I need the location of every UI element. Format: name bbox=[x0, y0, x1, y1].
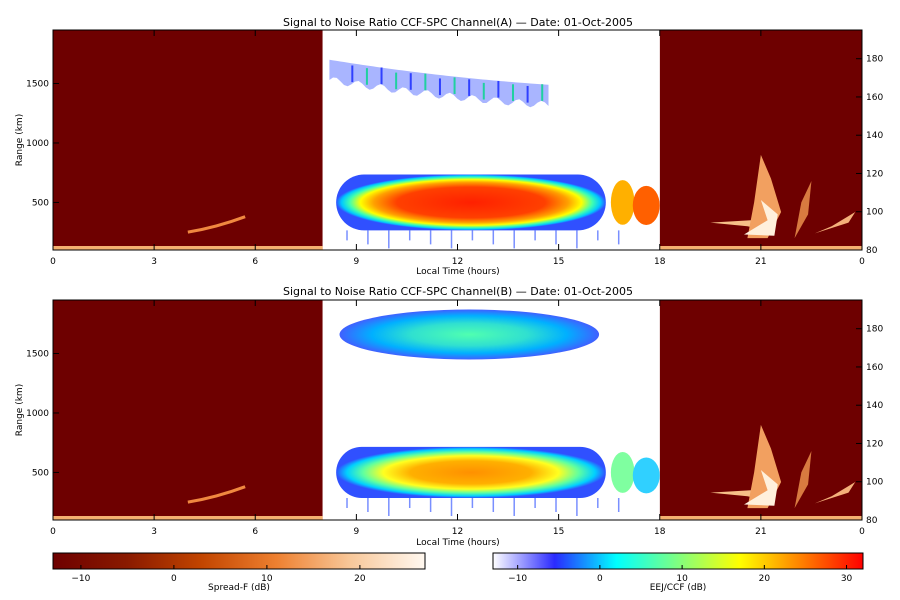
cbar-eej-tick-label: 20 bbox=[759, 574, 771, 584]
panel-b-y2-tick-label: 140 bbox=[866, 401, 883, 411]
panel-a-title: Signal to Noise Ratio CCF-SPC Channel(A)… bbox=[283, 16, 633, 29]
colorbar-eej-ccf-rect bbox=[492, 552, 864, 570]
panel-a-x-ticks: 0 3 6 9 12 15 18 21 0 bbox=[50, 30, 865, 267]
panel-b-x-tick-label: 18 bbox=[654, 527, 666, 537]
panel-a-upper-layer bbox=[329, 59, 549, 108]
panel-a-x-tick-label: 9 bbox=[354, 257, 360, 267]
panel-b-y2-tick-label: 120 bbox=[866, 439, 883, 449]
colorbar-eej-ccf: −10 0 10 20 30 EEJ/CCF (dB) bbox=[492, 552, 864, 593]
panel-b-upper-layer bbox=[339, 309, 600, 360]
panel-b-y-ticks: 500 1000 1500 bbox=[26, 350, 59, 478]
cbar-eej-tick-label: 30 bbox=[841, 574, 853, 584]
cbar-spread-tick-label: 0 bbox=[171, 574, 177, 584]
panel-b-x-tick-label: 0 bbox=[859, 527, 865, 537]
panel-a-y-tick-label: 1500 bbox=[26, 80, 49, 90]
panel-a-x-tick-label: 0 bbox=[50, 257, 56, 267]
panel-a-x-tick-label: 21 bbox=[755, 257, 766, 267]
panel-a-ground-echo-0 bbox=[53, 246, 323, 250]
panel-b-x-ticks: 0 3 6 9 12 15 18 21 0 bbox=[50, 300, 865, 537]
panel-b-x-tick-label: 21 bbox=[755, 527, 766, 537]
panel-a-x-tick-label: 3 bbox=[151, 257, 157, 267]
panel-b-x-axis-label: Local Time (hours) bbox=[416, 538, 499, 548]
panel-b-x-tick-label: 3 bbox=[151, 527, 157, 537]
colorbar-spread-f-rect bbox=[52, 552, 426, 570]
cbar-spread-tick-label: 10 bbox=[261, 574, 273, 584]
colorbar-spread-f-ticks: −10 0 10 20 bbox=[71, 565, 366, 584]
colorbar-eej-ccf-ticks: −10 0 10 20 30 bbox=[508, 565, 853, 584]
panel-a-y-axis-label: Range (km) bbox=[15, 114, 25, 166]
panel-b-axes-frame bbox=[52, 299, 863, 521]
panel-a-spread-f-early bbox=[187, 215, 246, 234]
colorbar-spread-f: −10 0 10 20 Spread-F (dB) bbox=[52, 552, 426, 593]
panel-a-y2-tick-label: 180 bbox=[866, 55, 883, 65]
panel-b-x-tick-label: 6 bbox=[252, 527, 258, 537]
panel-b-y2-ticks: 80 100 120 140 160 180 bbox=[856, 325, 883, 526]
panel-a-y2-tick-label: 160 bbox=[866, 93, 883, 103]
panel-b-y-axis-label: Range (km) bbox=[15, 384, 25, 436]
panel-b-ground-echo-0 bbox=[53, 516, 323, 520]
panel-b-plot-area bbox=[53, 300, 862, 520]
panel-b-title: Signal to Noise Ratio CCF-SPC Channel(B)… bbox=[283, 285, 633, 298]
panel-b-y2-tick-label: 80 bbox=[866, 516, 878, 526]
cbar-spread-tick-label: −10 bbox=[71, 574, 90, 584]
panel-a-y-tick-label: 500 bbox=[32, 198, 49, 208]
cbar-spread-tick-label: 20 bbox=[354, 574, 366, 584]
panel-b-y-tick-label: 1500 bbox=[26, 350, 49, 360]
colorbar-spread-f-label: Spread-F (dB) bbox=[208, 583, 270, 593]
panel-channel-b: Signal to Noise Ratio CCF-SPC Channel(B)… bbox=[15, 285, 883, 548]
panel-a-axes-frame bbox=[52, 29, 863, 251]
panel-b-ccf-band bbox=[336, 446, 660, 516]
panel-a-x-tick-label: 12 bbox=[452, 257, 463, 267]
panel-b-y-tick-label: 1000 bbox=[26, 409, 49, 419]
panel-b-x-tick-label: 0 bbox=[50, 527, 56, 537]
panel-b-x-tick-label: 15 bbox=[553, 527, 564, 537]
panel-a-y2-tick-label: 140 bbox=[866, 131, 883, 141]
panel-a-ccf-band bbox=[336, 174, 660, 249]
panel-b-spread-f-evening bbox=[710, 424, 856, 509]
panel-channel-a: Signal to Noise Ratio CCF-SPC Channel(A)… bbox=[15, 16, 883, 277]
panel-a-y2-tick-label: 100 bbox=[866, 208, 883, 218]
panel-b-x-tick-label: 12 bbox=[452, 527, 463, 537]
panel-a-plot-area bbox=[53, 30, 862, 250]
panel-a-y2-tick-label: 80 bbox=[866, 246, 878, 256]
cbar-eej-tick-label: −10 bbox=[508, 574, 527, 584]
panel-b-x-tick-label: 9 bbox=[354, 527, 360, 537]
panel-a-x-tick-label: 6 bbox=[252, 257, 258, 267]
panel-b-y2-tick-label: 160 bbox=[866, 363, 883, 373]
panel-b-y-tick-label: 500 bbox=[32, 468, 49, 478]
panel-a-spread-f-evening bbox=[710, 154, 856, 239]
panel-a-y2-tick-label: 120 bbox=[866, 169, 883, 179]
cbar-eej-tick-label: 10 bbox=[676, 574, 688, 584]
panel-b-y2-tick-label: 100 bbox=[866, 478, 883, 488]
colorbar-eej-ccf-label: EEJ/CCF (dB) bbox=[650, 583, 707, 593]
panel-b-spread-f-early bbox=[187, 485, 246, 504]
panel-a-x-tick-label: 15 bbox=[553, 257, 564, 267]
panel-b-y2-tick-label: 180 bbox=[866, 325, 883, 335]
panel-a-y2-ticks: 80 100 120 140 160 180 bbox=[856, 55, 883, 256]
panel-a-x-tick-label: 18 bbox=[654, 257, 666, 267]
panel-a-night-background-0 bbox=[53, 30, 323, 250]
cbar-eej-tick-label: 0 bbox=[597, 574, 603, 584]
panel-b-night-background-0 bbox=[53, 300, 323, 520]
panel-a-x-axis-label: Local Time (hours) bbox=[416, 267, 499, 277]
panel-a-y-ticks: 500 1000 1500 bbox=[26, 80, 59, 208]
panel-a-x-tick-label: 0 bbox=[859, 257, 865, 267]
panel-a-y-tick-label: 1000 bbox=[26, 139, 49, 149]
